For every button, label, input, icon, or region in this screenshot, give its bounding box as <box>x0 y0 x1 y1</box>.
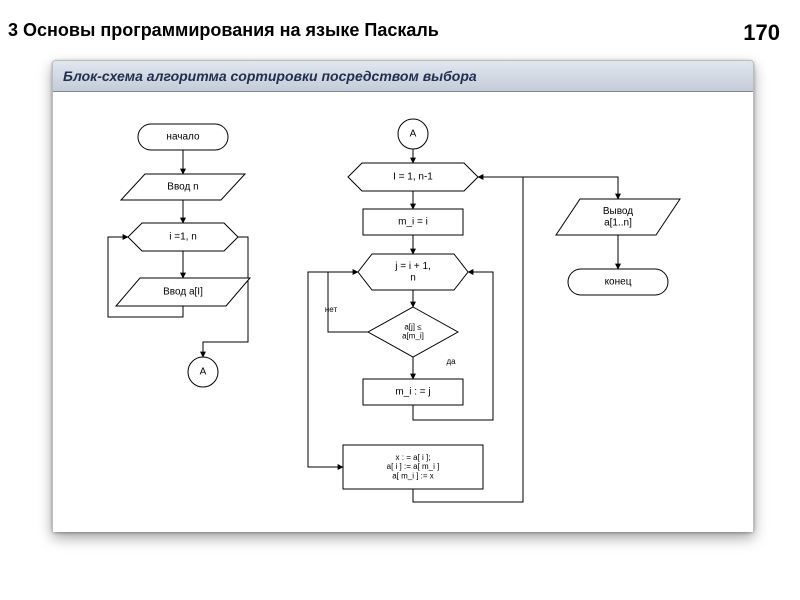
node-label: i =1, n <box>169 232 197 243</box>
node-label: j = i + 1, <box>394 261 431 272</box>
edge-label: нет <box>325 305 338 314</box>
node-label: Ввод n <box>167 182 198 193</box>
node-label: Ввод a[I] <box>163 287 203 298</box>
node-swap: x : = a[ i ];a[ i ] := a[ m_i ]a[ m_i ] … <box>343 445 483 489</box>
node-label: A <box>200 367 207 378</box>
page-number: 170 <box>743 20 780 46</box>
node-mi_eq_i: m_i = i <box>363 209 463 235</box>
node-label: A <box>410 129 417 140</box>
node-conn_a2: A <box>398 119 428 149</box>
node-loop_i1: i =1, n <box>128 223 238 251</box>
node-end: конец <box>568 269 668 295</box>
node-label: m_i = i <box>398 217 428 228</box>
node-conn_a1: A <box>188 357 218 387</box>
node-input_ai: Ввод a[I] <box>116 278 250 306</box>
flowchart-canvas: да нет начало Ввод n i =1, n Ввод a[I] A A I = 1… <box>53 92 753 532</box>
node-label: a[ i ] := a[ m_i ] <box>387 462 440 471</box>
node-input_n: Ввод n <box>121 174 245 200</box>
node-cond: a[j] ≤a[m_i] <box>368 307 458 357</box>
panel-title: Блок-схема алгоритма сортировки посредст… <box>53 61 753 92</box>
edge <box>308 272 358 467</box>
node-label: I = 1, n-1 <box>393 172 433 183</box>
node-start: начало <box>138 124 228 150</box>
edge-label: да <box>446 357 456 366</box>
node-label: n <box>410 272 416 283</box>
node-mi_eq_j: m_i : = j <box>363 379 463 405</box>
node-label: a[j] ≤ <box>404 323 422 332</box>
node-output: Выводa[1..n] <box>556 199 680 235</box>
node-label: a[m_i] <box>402 332 424 341</box>
node-label: m_i : = j <box>395 387 430 398</box>
node-label: x : = a[ i ]; <box>396 453 431 462</box>
node-label: Вывод <box>603 206 633 217</box>
edge <box>328 272 368 332</box>
node-label: конец <box>605 277 632 288</box>
node-loop_j: j = i + 1,n <box>358 254 468 290</box>
diagram-panel: Блок-схема алгоритма сортировки посредст… <box>52 60 754 532</box>
edge <box>478 177 618 199</box>
node-label: a[1..n] <box>604 217 632 228</box>
node-loop_i2: I = 1, n-1 <box>348 163 478 191</box>
node-label: начало <box>166 132 200 143</box>
node-label: a[ m_i ] := x <box>392 471 434 480</box>
page-header: 3 Основы программирования на языке Паска… <box>8 20 439 41</box>
